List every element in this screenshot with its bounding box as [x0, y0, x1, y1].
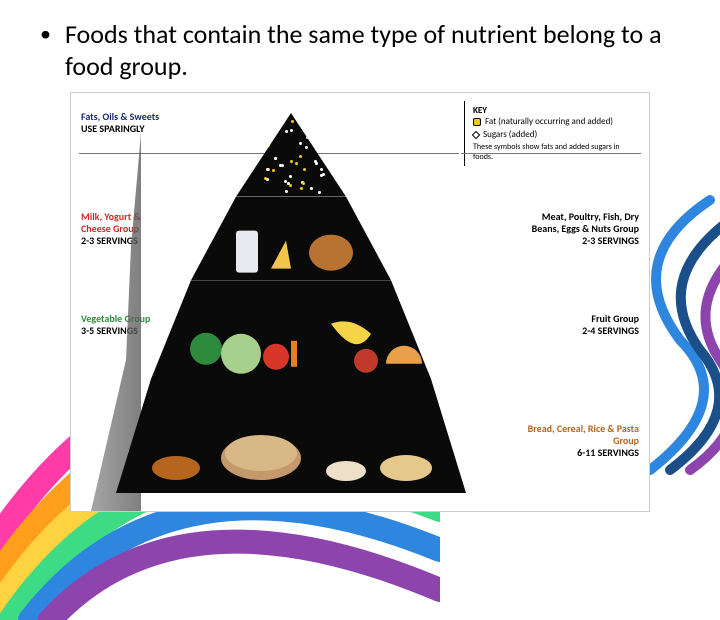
group-label: Fruit Group2-4 SERVINGS: [519, 313, 639, 337]
group-label: Bread, Cereal, Rice & Pasta Group6-11 SE…: [519, 423, 639, 459]
sugar-symbol-icon: [472, 130, 480, 138]
fat-symbol-icon: [473, 118, 481, 126]
legend-key: KEY Fat (naturally occurring and added) …: [464, 101, 639, 166]
divider: [461, 153, 641, 154]
food-pyramid-figure: KEY Fat (naturally occurring and added) …: [70, 92, 650, 512]
pyramid-tier-0: [236, 113, 346, 197]
pyramid: [131, 113, 451, 493]
key-row-sugar: Sugars (added): [473, 129, 635, 140]
bullet-dot: •: [40, 18, 51, 50]
key-note: These symbols show fats and added sugars…: [473, 142, 635, 162]
key-heading: KEY: [473, 105, 635, 116]
key-row-fat: Fat (naturally occurring and added): [473, 116, 635, 127]
bullet-text: Foods that contain the same type of nutr…: [65, 18, 690, 82]
pyramid-tier-3: [116, 379, 466, 493]
pyramid-tier-1: [191, 197, 391, 281]
bullet-line: • Foods that contain the same type of nu…: [0, 0, 720, 92]
key-fat-text: Fat (naturally occurring and added): [485, 116, 613, 127]
key-sugar-text: Sugars (added): [483, 129, 537, 140]
pyramid-tier-2: [151, 280, 431, 379]
group-label: Meat, Poultry, Fish, Dry Beans, Eggs & N…: [519, 211, 639, 247]
